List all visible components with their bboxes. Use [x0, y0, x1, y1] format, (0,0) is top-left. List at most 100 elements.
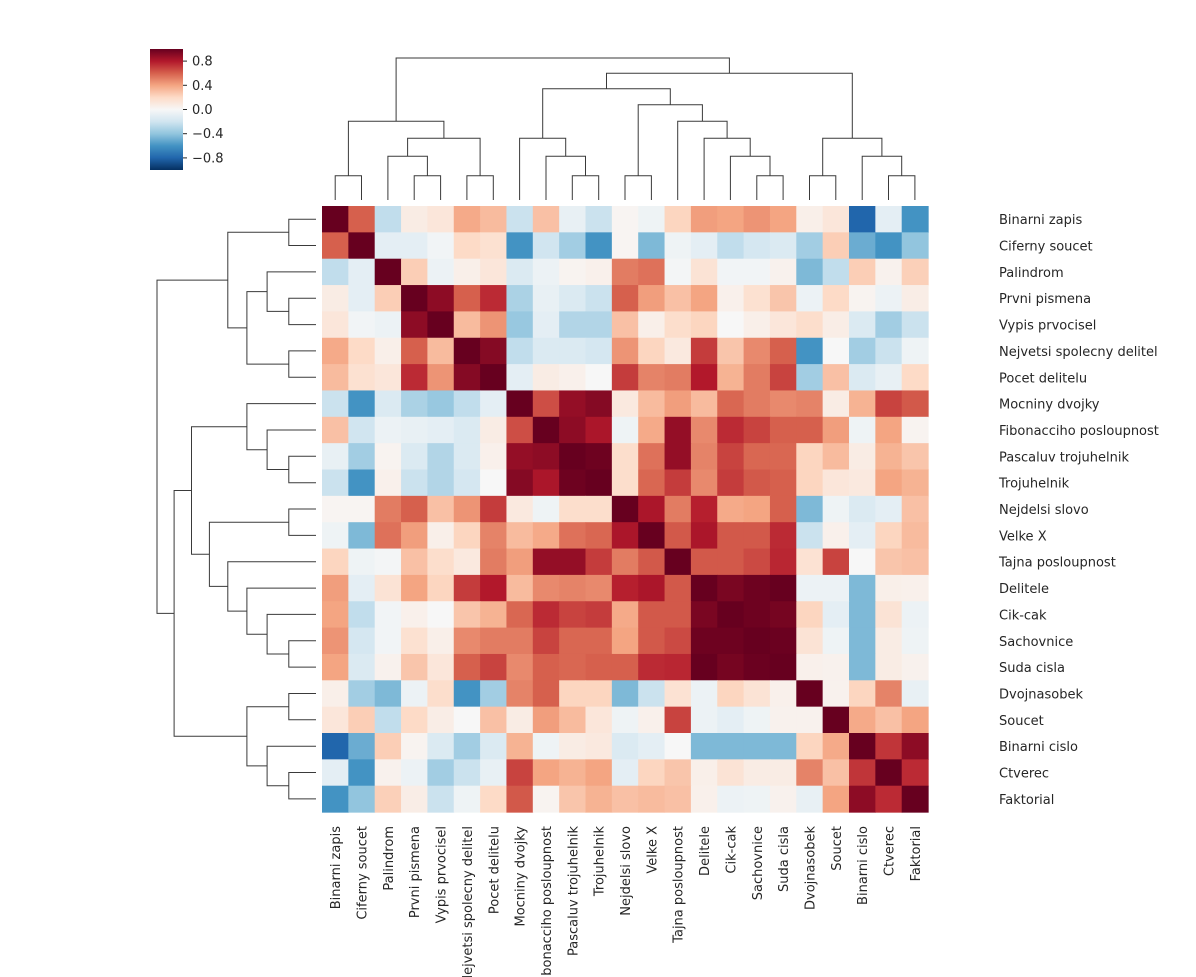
row-tick-label: Pascaluv trojuhelnik: [999, 450, 1129, 465]
row-tick-label: Prvni pismena: [999, 292, 1091, 307]
heatmap-cell: [611, 548, 639, 576]
heatmap-cell: [427, 601, 455, 629]
heatmap-cell: [875, 785, 903, 813]
heatmap-cell: [875, 653, 903, 681]
heatmap-cell: [532, 627, 560, 655]
heatmap-cell: [690, 574, 718, 602]
heatmap-cell: [822, 759, 850, 787]
heatmap-cell: [769, 258, 797, 286]
heatmap-cell: [690, 258, 718, 286]
heatmap-cell: [532, 364, 560, 392]
heatmap-cell: [322, 522, 349, 550]
heatmap-cell: [453, 364, 481, 392]
heatmap-cell: [348, 759, 376, 787]
heatmap-cell: [453, 232, 481, 260]
heatmap-cell: [743, 416, 771, 444]
heatmap-cell: [664, 680, 692, 708]
dendrogram-link: [227, 561, 316, 612]
heatmap-cell: [585, 759, 613, 787]
heatmap-cell: [901, 548, 929, 576]
heatmap-cell: [638, 390, 666, 418]
heatmap-cell: [401, 364, 428, 392]
heatmap-cell: [769, 680, 797, 708]
heatmap-cell: [849, 337, 876, 365]
heatmap-cell: [822, 258, 850, 286]
heatmap-cell: [796, 522, 824, 550]
heatmap-cell: [453, 258, 481, 286]
heatmap-cell: [374, 733, 402, 760]
dendrogram-link: [387, 155, 428, 200]
heatmap-cell: [427, 285, 455, 312]
heatmap-cell: [348, 495, 376, 523]
heatmap-cell: [348, 653, 376, 681]
heatmap-cell: [506, 495, 534, 523]
heatmap-cell: [743, 232, 771, 260]
heatmap-cell: [532, 311, 560, 339]
heatmap-cell: [322, 627, 349, 655]
heatmap-cell: [559, 469, 587, 497]
heatmap-cell: [769, 733, 797, 760]
heatmap-cell: [690, 416, 718, 444]
heatmap-cell: [348, 706, 376, 734]
dendrogram-link: [288, 218, 316, 246]
heatmap-cell: [348, 574, 376, 602]
heatmap-cell: [532, 759, 560, 787]
dendrogram-link: [266, 271, 316, 312]
heatmap-cell: [427, 522, 455, 550]
heatmap-cell: [374, 258, 402, 286]
heatmap-cell: [374, 364, 402, 392]
heatmap-cell: [849, 733, 876, 760]
heatmap-cell: [822, 416, 850, 444]
heatmap-cell: [401, 759, 428, 787]
heatmap-cell: [585, 574, 613, 602]
heatmap-cell: [901, 390, 929, 418]
heatmap-cell: [638, 285, 666, 312]
heatmap-cell: [769, 311, 797, 339]
heatmap-cell: [796, 733, 824, 760]
heatmap-cell: [322, 706, 349, 734]
heatmap-cell: [480, 232, 508, 260]
heatmap-cell: [611, 785, 639, 813]
heatmap-cell: [348, 469, 376, 497]
heatmap-cell: [822, 495, 850, 523]
heatmap-cell: [901, 706, 929, 734]
heatmap-cell: [849, 285, 876, 312]
heatmap-cell: [611, 469, 639, 497]
row-tick-label: Vypis prvocisel: [999, 319, 1096, 334]
heatmap-cell: [875, 733, 903, 760]
column-tick-label: Trojuhelnik: [593, 826, 608, 898]
heatmap-cell: [532, 337, 560, 365]
heatmap-cell: [822, 733, 850, 760]
heatmap-cell: [611, 522, 639, 550]
heatmap-cell: [480, 258, 508, 286]
heatmap-cell: [717, 680, 745, 708]
heatmap-cell: [822, 443, 850, 471]
heatmap-cell: [611, 258, 639, 286]
heatmap-cell: [480, 601, 508, 629]
column-dendrogram: [334, 57, 916, 200]
heatmap-cell: [559, 653, 587, 681]
heatmap-cell: [506, 416, 534, 444]
heatmap-cell: [401, 785, 428, 813]
dendrogram-link: [246, 291, 289, 365]
column-tick-label: Pocet delitelu: [487, 826, 502, 914]
heatmap-cell: [427, 206, 455, 233]
heatmap-cell: [374, 574, 402, 602]
heatmap-cell: [348, 443, 376, 471]
row-tick-label: Ctverec: [999, 767, 1049, 782]
heatmap-cell: [506, 627, 534, 655]
heatmap-cell: [901, 759, 929, 787]
heatmap-cell: [638, 759, 666, 787]
heatmap-cell: [506, 653, 534, 681]
heatmap-cell: [664, 232, 692, 260]
dendrogram-link: [542, 88, 671, 139]
heatmap-cell: [453, 469, 481, 497]
heatmap-cell: [743, 601, 771, 629]
heatmap-cell: [743, 258, 771, 286]
heatmap-cell: [559, 364, 587, 392]
heatmap-cell: [769, 469, 797, 497]
heatmap-cell: [664, 627, 692, 655]
row-tick-label: Tajna posloupnost: [998, 556, 1116, 571]
column-tick-label: Binarni cislo: [856, 826, 871, 905]
